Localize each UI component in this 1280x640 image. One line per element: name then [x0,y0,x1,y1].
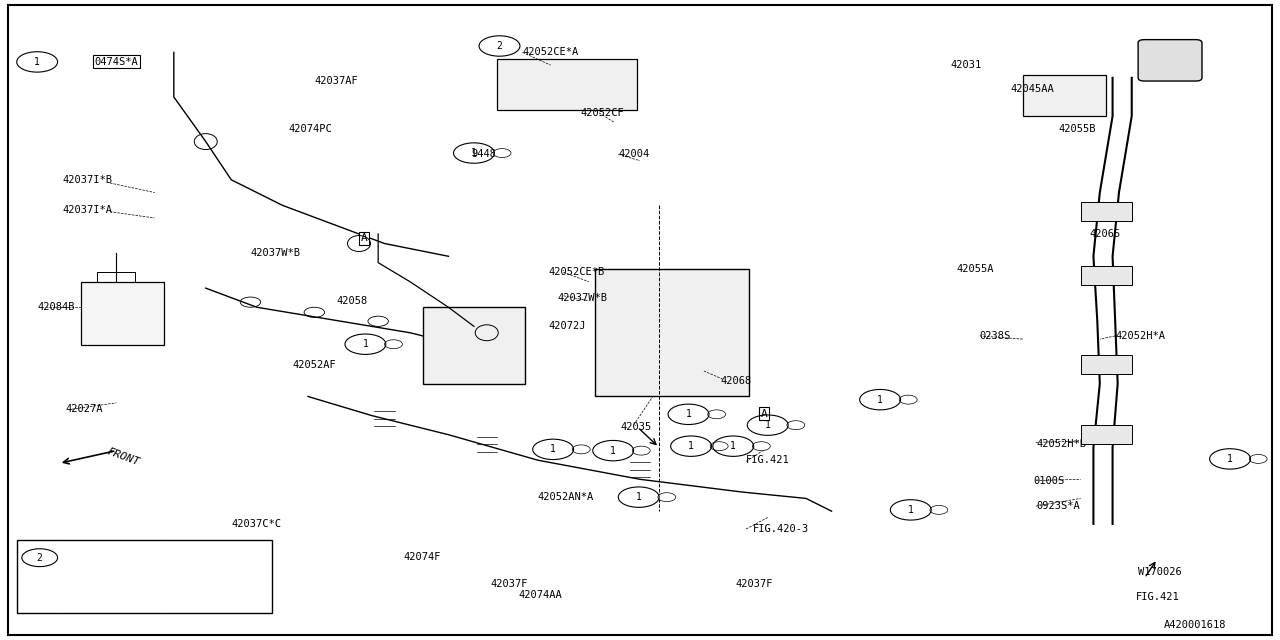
Circle shape [708,410,726,419]
Text: 1: 1 [877,395,883,404]
Text: 42058: 42058 [337,296,367,306]
Text: 42027A: 42027A [65,404,102,414]
Bar [1080,266,1132,285]
Text: A: A [760,409,767,419]
Text: 1: 1 [362,339,369,349]
Text: 42074F: 42074F [403,552,442,562]
Circle shape [900,395,918,404]
Bar [1080,355,1132,374]
Text: W170026: W170026 [1138,566,1181,577]
Text: 94480: 94480 [471,149,503,159]
Text: 1: 1 [471,148,477,158]
Text: 0923S*A: 0923S*A [1036,501,1080,511]
Bar [1080,425,1132,444]
Bar [1080,202,1132,221]
Circle shape [931,506,947,515]
Text: 1: 1 [611,445,616,456]
Bar [497,59,637,109]
Text: 42052AF: 42052AF [293,360,337,370]
Text: 42052H*B: 42052H*B [1036,439,1085,449]
Text: 42068: 42068 [721,376,751,385]
Text: 1: 1 [550,444,556,454]
Bar [422,307,525,384]
Text: < -1508): < -1508) [198,546,246,556]
Text: 2: 2 [37,553,42,563]
Text: 0238S: 0238S [979,331,1011,341]
Text: 1: 1 [636,492,641,502]
Circle shape [710,442,728,451]
Bar [81,282,164,346]
Text: 42037I*A: 42037I*A [63,205,113,216]
Circle shape [753,442,771,451]
Text: 42037C*C: 42037C*C [232,519,282,529]
Text: 42031: 42031 [950,60,982,70]
Text: 0100S*A: 0100S*A [96,589,137,599]
Text: 42074PC: 42074PC [289,124,333,134]
Text: 42055A: 42055A [956,264,995,274]
Text: 1: 1 [731,441,736,451]
Text: 1: 1 [35,57,40,67]
Text: 42072J: 42072J [548,321,585,332]
Circle shape [787,420,805,429]
Text: FIG.420-3: FIG.420-3 [753,524,809,534]
FancyBboxPatch shape [1138,40,1202,81]
Text: 42035: 42035 [621,422,652,432]
Text: 42037W*B: 42037W*B [251,248,301,258]
Text: 0474S*A: 0474S*A [95,57,138,67]
Text: 1: 1 [908,505,914,515]
Text: 42052H*A: 42052H*A [1115,331,1165,341]
Bar [595,269,749,396]
Text: 1: 1 [1228,454,1233,464]
Text: 42037AF: 42037AF [315,76,358,86]
Text: FIG.421: FIG.421 [746,455,790,465]
Circle shape [572,445,590,454]
Text: 1: 1 [764,420,771,430]
Text: ✈1509- 〉: ✈1509- 〉 [198,589,246,599]
Text: FIG.421: FIG.421 [1135,592,1179,602]
Text: 42037F: 42037F [490,579,529,589]
Text: 42052AN*A: 42052AN*A [538,492,594,502]
Text: 0100S: 0100S [1033,476,1065,486]
Text: 42037F: 42037F [736,579,773,589]
Bar [1023,75,1106,116]
Text: 42065: 42065 [1089,229,1121,239]
Text: 1: 1 [686,410,691,419]
Circle shape [384,340,402,349]
Text: 2: 2 [497,41,503,51]
Bar [17,540,273,613]
Circle shape [658,493,676,502]
Text: 42084B: 42084B [37,302,74,312]
Text: 42004: 42004 [618,149,649,159]
Circle shape [632,446,650,455]
Text: 42055B: 42055B [1059,124,1097,134]
Text: 42037I*B: 42037I*B [63,175,113,185]
Text: 42052CF: 42052CF [580,108,623,118]
Circle shape [493,148,511,157]
Text: 42052CE*B: 42052CE*B [548,268,604,277]
Text: 42052CE*A: 42052CE*A [522,47,579,58]
Text: 0474S*B: 0474S*B [96,546,137,556]
Text: A: A [361,234,367,243]
Text: 1: 1 [689,441,694,451]
Circle shape [1249,454,1267,463]
Text: 42037W*B: 42037W*B [557,292,607,303]
Text: 42045AA: 42045AA [1010,84,1055,94]
Text: 42074AA: 42074AA [518,590,562,600]
Text: FRONT: FRONT [106,447,141,467]
Text: A420001618: A420001618 [1164,620,1226,630]
